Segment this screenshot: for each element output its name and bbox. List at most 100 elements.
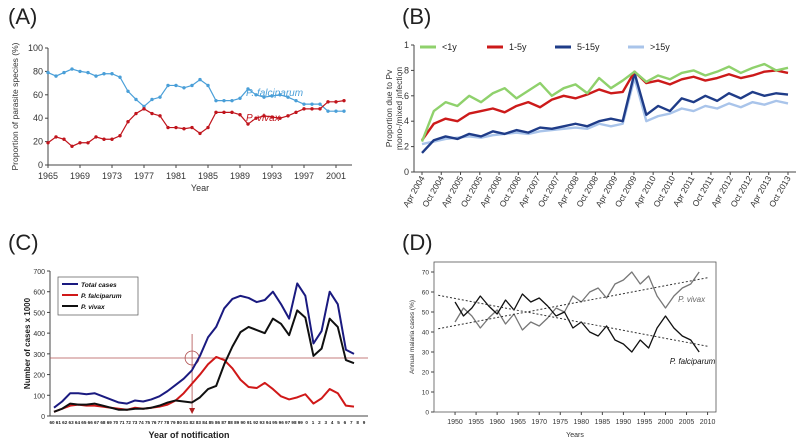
a-data-point — [278, 116, 282, 120]
c-x-tick-label: 87 — [221, 420, 227, 425]
a-x-tick-label: 1997 — [294, 171, 314, 181]
a-data-point — [78, 141, 82, 145]
a-data-point — [206, 125, 210, 130]
c-y-tick-label: 600 — [33, 290, 45, 297]
b-y-tick-label: .8 — [401, 65, 409, 75]
c-x-tick-label: 1 — [312, 420, 315, 425]
d-x-tick-label: 1990 — [616, 419, 632, 426]
c-x-tick-label: 74 — [139, 420, 145, 425]
b-y-axis-title-1: Proportion due to Pv — [384, 69, 394, 147]
a-data-point — [126, 120, 130, 124]
a-data-point — [198, 77, 202, 82]
a-data-point — [294, 110, 298, 115]
a-x-tick-label: 1981 — [166, 171, 186, 181]
c-x-tick-label: 8 — [356, 420, 359, 425]
b-legend-label: >15y — [650, 42, 670, 52]
c-x-tick-label: 6 — [344, 420, 347, 425]
c-x-tick-label: 66 — [88, 420, 94, 425]
a-data-point — [230, 98, 234, 103]
c-x-tick-label: 63 — [69, 420, 75, 425]
a-data-point — [158, 95, 162, 99]
a-data-point — [254, 116, 258, 120]
d-y-tick-label: 10 — [422, 390, 430, 397]
a-data-point — [206, 83, 210, 88]
a-data-point — [110, 72, 114, 76]
c-x-tick-label: 60 — [49, 420, 55, 425]
a-data-point — [166, 83, 170, 88]
c-x-tick-label: 3 — [325, 420, 328, 425]
a-y-tick-label: 40 — [33, 113, 43, 123]
b-legend-label: <1y — [442, 42, 457, 52]
a-data-point — [54, 74, 58, 78]
a-data-point — [214, 98, 218, 103]
c-x-tick-label: 79 — [170, 420, 176, 425]
c-x-tick-label: 92 — [253, 420, 259, 425]
a-data-point — [174, 83, 178, 88]
a-data-point — [286, 114, 290, 118]
a-data-point — [270, 115, 274, 119]
d-x-tick-label: 1955 — [468, 419, 484, 426]
a-data-point — [94, 74, 98, 78]
b-y-tick-label: .2 — [401, 142, 409, 152]
d-plot-frame — [433, 261, 717, 413]
a-x-tick-label: 1965 — [38, 171, 58, 181]
a-series-line — [47, 100, 345, 147]
a-data-point — [262, 95, 266, 99]
a-data-point — [222, 98, 226, 103]
a-data-point — [334, 109, 338, 113]
d-series-line — [454, 293, 700, 353]
c-legend-label: Total cases — [81, 282, 117, 289]
panel-d-chart: 0 10 20 30 40 50 60 70 1950 1955 1960 1965 1970 1975 1… — [409, 261, 717, 439]
a-data-point — [238, 96, 242, 101]
a-data-point — [54, 135, 58, 139]
b-y-tick-label: .4 — [401, 116, 409, 126]
c-x-tick-label: 73 — [132, 420, 138, 425]
d-y-tick-label: 0 — [425, 410, 429, 417]
a-data-point — [126, 89, 130, 93]
a-data-point — [270, 94, 274, 98]
d-series-line — [454, 271, 700, 331]
a-data-point — [110, 137, 114, 141]
a-data-point — [46, 70, 50, 75]
a-data-point — [86, 141, 90, 145]
a-data-point — [246, 87, 250, 91]
a-data-point — [62, 137, 66, 141]
a-data-point — [198, 131, 202, 136]
a-data-point — [46, 141, 50, 145]
c-x-tick-label: 88 — [228, 420, 234, 425]
c-x-tick-label: 93 — [260, 420, 266, 425]
panel-label-d: (D) — [402, 230, 433, 255]
a-x-tick-label: 1985 — [198, 171, 218, 181]
d-x-tick-label: 1960 — [489, 419, 505, 426]
a-data-point — [182, 86, 186, 90]
d-x-tick-label: 2010 — [700, 419, 716, 426]
c-x-tick-label: 62 — [62, 420, 68, 425]
a-label-falciparum: P. falciparum — [246, 88, 303, 99]
b-y-axis-title-2: mono-/mixed infection — [394, 67, 404, 150]
c-x-tick-label: 76 — [151, 420, 157, 425]
c-y-tick-label: 100 — [33, 393, 45, 400]
c-y-tick-label: 400 — [33, 331, 45, 338]
a-data-point — [134, 111, 138, 116]
a-data-point — [182, 127, 186, 131]
c-y-tick-label: 500 — [33, 310, 45, 317]
a-data-point — [70, 144, 74, 148]
d-label-falciparum: P. falciparum — [670, 357, 716, 366]
d-label-vivax: P. vivax — [678, 295, 706, 304]
a-data-point — [94, 135, 98, 139]
a-y-tick-label: 60 — [33, 90, 43, 100]
c-x-tick-label: 81 — [183, 420, 189, 425]
c-x-tick-label: 61 — [56, 420, 62, 425]
c-y-axis-title: Number of cases x 1000 — [23, 297, 32, 389]
a-data-point — [326, 100, 330, 104]
a-data-point — [190, 125, 194, 130]
d-x-tick-label: 1980 — [574, 419, 590, 426]
panel-label-c: (C) — [8, 230, 39, 255]
a-x-tick-label: 2001 — [326, 171, 346, 181]
b-series-line — [421, 76, 789, 146]
c-x-tick-label: 98 — [291, 420, 297, 425]
c-x-tick-label: 94 — [266, 420, 272, 425]
